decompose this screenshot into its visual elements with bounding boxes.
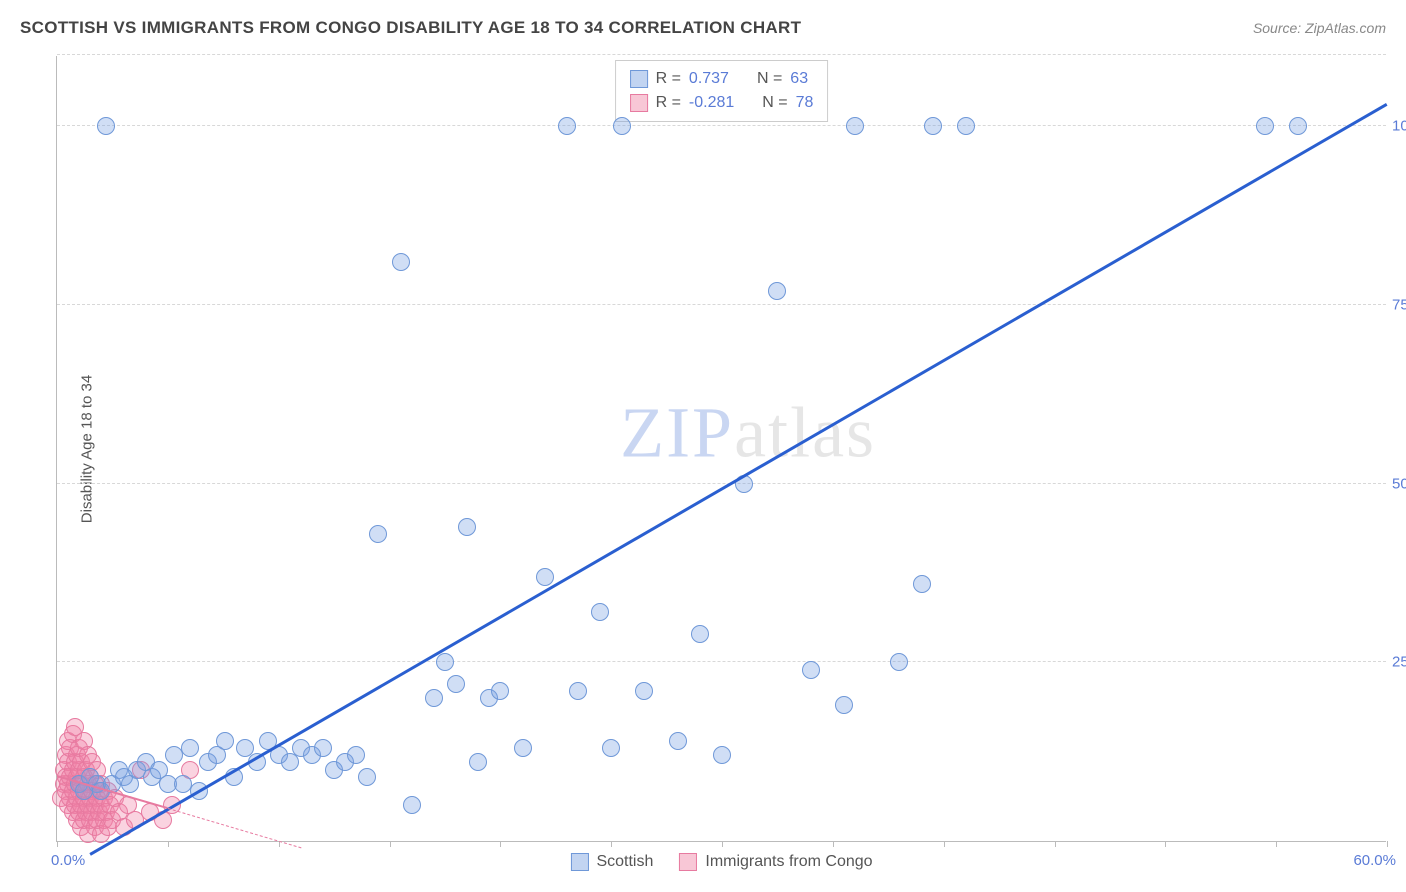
legend-r-label: R = [656,67,681,91]
data-point-scottish [347,746,365,764]
data-point-scottish [514,739,532,757]
legend-item: Immigrants from Congo [679,853,872,871]
legend-item: Scottish [570,853,653,871]
legend-row: R = -0.281 N = 78 [630,91,814,115]
gridline [57,661,1386,662]
legend-row: R = 0.737 N = 63 [630,67,814,91]
legend-label: Scottish [596,853,653,871]
data-point-scottish [802,661,820,679]
legend-swatch [630,94,648,112]
gridline [57,304,1386,305]
legend-r-value: 0.737 [689,67,729,91]
watermark-atlas: atlas [734,392,876,472]
x-tick [390,841,391,847]
data-point-scottish [924,117,942,135]
scatter-chart: Disability Age 18 to 34 ZIPatlas 0.0% 60… [56,56,1386,842]
data-point-scottish [392,253,410,271]
trendline [90,103,1388,855]
x-tick [944,841,945,847]
legend-n-value: 63 [790,67,808,91]
data-point-scottish [691,625,709,643]
data-point-scottish [314,739,332,757]
data-point-scottish [216,732,234,750]
x-tick [1055,841,1056,847]
y-axis-title: Disability Age 18 to 34 [79,374,96,522]
legend-n-label: N = [762,91,787,115]
data-point-scottish [469,753,487,771]
legend-swatch [570,853,588,871]
legend-r-value: -0.281 [689,91,734,115]
data-point-scottish [768,282,786,300]
legend-n-label: N = [757,67,782,91]
chart-header: SCOTTISH VS IMMIGRANTS FROM CONGO DISABI… [20,18,1386,38]
watermark-zip: ZIP [620,392,734,472]
y-tick-label: 25.0% [1392,654,1406,671]
gridline [57,483,1386,484]
data-point-scottish [491,682,509,700]
y-tick-label: 75.0% [1392,297,1406,314]
gridline [57,125,1386,126]
series-legend: Scottish Immigrants from Congo [570,853,872,871]
x-axis-max-label: 60.0% [1353,852,1396,869]
data-point-scottish [447,675,465,693]
data-point-scottish [369,525,387,543]
data-point-scottish [669,732,687,750]
x-axis-min-label: 0.0% [51,852,85,869]
data-point-scottish [181,739,199,757]
legend-label: Immigrants from Congo [705,853,872,871]
y-tick-label: 100.0% [1392,118,1406,135]
data-point-scottish [403,796,421,814]
data-point-scottish [1289,117,1307,135]
legend-swatch [679,853,697,871]
x-tick [722,841,723,847]
data-point-scottish [613,117,631,135]
data-point-scottish [890,653,908,671]
data-point-scottish [1256,117,1274,135]
data-point-scottish [957,117,975,135]
data-point-scottish [436,653,454,671]
data-point-scottish [591,603,609,621]
data-point-scottish [635,682,653,700]
x-tick [57,841,58,847]
x-tick [1165,841,1166,847]
data-point-scottish [913,575,931,593]
data-point-scottish [536,568,554,586]
legend-n-value: 78 [796,91,814,115]
data-point-scottish [358,768,376,786]
legend-r-label: R = [656,91,681,115]
y-tick-label: 50.0% [1392,475,1406,492]
x-tick [168,841,169,847]
data-point-scottish [846,117,864,135]
data-point-scottish [713,746,731,764]
gridline [57,54,1386,55]
source-attribution: Source: ZipAtlas.com [1253,20,1386,36]
data-point-scottish [602,739,620,757]
x-tick [1276,841,1277,847]
data-point-scottish [558,117,576,135]
data-point-scottish [458,518,476,536]
chart-title: SCOTTISH VS IMMIGRANTS FROM CONGO DISABI… [20,18,801,38]
data-point-scottish [835,696,853,714]
legend-swatch [630,70,648,88]
x-tick [833,841,834,847]
trendline [168,808,301,848]
correlation-legend: R = 0.737 N = 63 R = -0.281 N = 78 [615,60,829,122]
x-tick [611,841,612,847]
data-point-scottish [97,117,115,135]
watermark: ZIPatlas [620,391,876,474]
data-point-scottish [569,682,587,700]
data-point-scottish [425,689,443,707]
x-tick [1387,841,1388,847]
x-tick [500,841,501,847]
